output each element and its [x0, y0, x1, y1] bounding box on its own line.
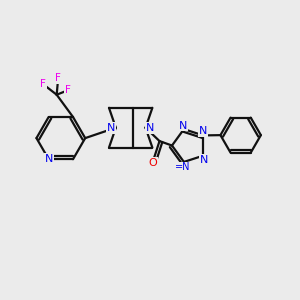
Text: N: N	[107, 123, 116, 133]
Text: F: F	[40, 79, 46, 89]
Text: N: N	[179, 121, 188, 130]
Text: N: N	[199, 126, 207, 136]
Text: F: F	[55, 74, 61, 83]
Text: O: O	[148, 158, 157, 168]
Text: N: N	[200, 155, 208, 165]
Text: F: F	[65, 85, 71, 95]
Text: N: N	[146, 123, 154, 133]
Text: =N: =N	[175, 162, 190, 172]
Text: N: N	[44, 154, 53, 164]
